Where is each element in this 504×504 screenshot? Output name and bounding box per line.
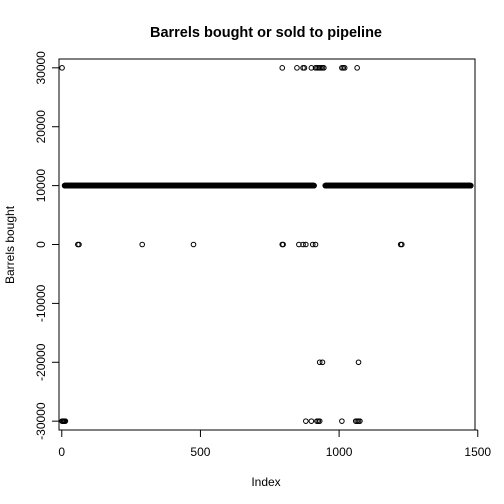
y-tick-label: 0	[34, 241, 48, 248]
data-point	[355, 359, 362, 366]
data-point	[190, 241, 197, 248]
data-point	[62, 418, 69, 424]
data-point	[357, 418, 363, 424]
data-point	[308, 418, 315, 424]
data-point	[316, 418, 323, 424]
data-point	[311, 182, 317, 189]
data-point	[398, 241, 405, 248]
y-axis: -30000 -20000 -10000 0 10000 20000 30000	[34, 51, 60, 440]
y-tick-label: -20000	[34, 343, 48, 381]
data-point	[312, 241, 319, 248]
data-point	[303, 241, 309, 248]
y-tick-label: 10000	[34, 169, 48, 203]
x-tick-label: 500	[190, 445, 210, 459]
x-tick-label: 1500	[464, 445, 491, 459]
data-point	[294, 65, 300, 71]
data-point	[280, 241, 286, 248]
y-axis-label: Barrels bought	[3, 205, 17, 284]
chart-title: Barrels bought or sold to pipeline	[150, 25, 382, 41]
data-point	[354, 65, 360, 71]
data-point	[300, 241, 306, 248]
plot-frame	[58, 58, 476, 431]
data-point	[316, 359, 323, 366]
y-tick-label: -30000	[34, 402, 48, 440]
x-tick-label: 1000	[326, 445, 353, 459]
data-point	[468, 182, 474, 189]
data-point	[279, 65, 286, 71]
x-axis-label: Index	[251, 475, 280, 489]
data-point	[341, 65, 348, 71]
y-tick-label: -10000	[34, 284, 48, 322]
data-point	[59, 65, 65, 71]
y-tick-label: 30000	[34, 51, 48, 85]
data-point	[76, 241, 82, 248]
data-point	[339, 418, 345, 424]
x-axis: 0 500 1000 1500	[58, 429, 491, 459]
y-tick-label: 20000	[34, 110, 48, 144]
data-point	[321, 65, 327, 71]
x-tick-label: 0	[58, 445, 65, 459]
data-points	[59, 65, 474, 424]
data-point	[139, 241, 145, 248]
data-point	[309, 241, 316, 248]
data-point	[303, 418, 309, 424]
data-point	[319, 359, 326, 366]
data-point	[301, 65, 308, 71]
